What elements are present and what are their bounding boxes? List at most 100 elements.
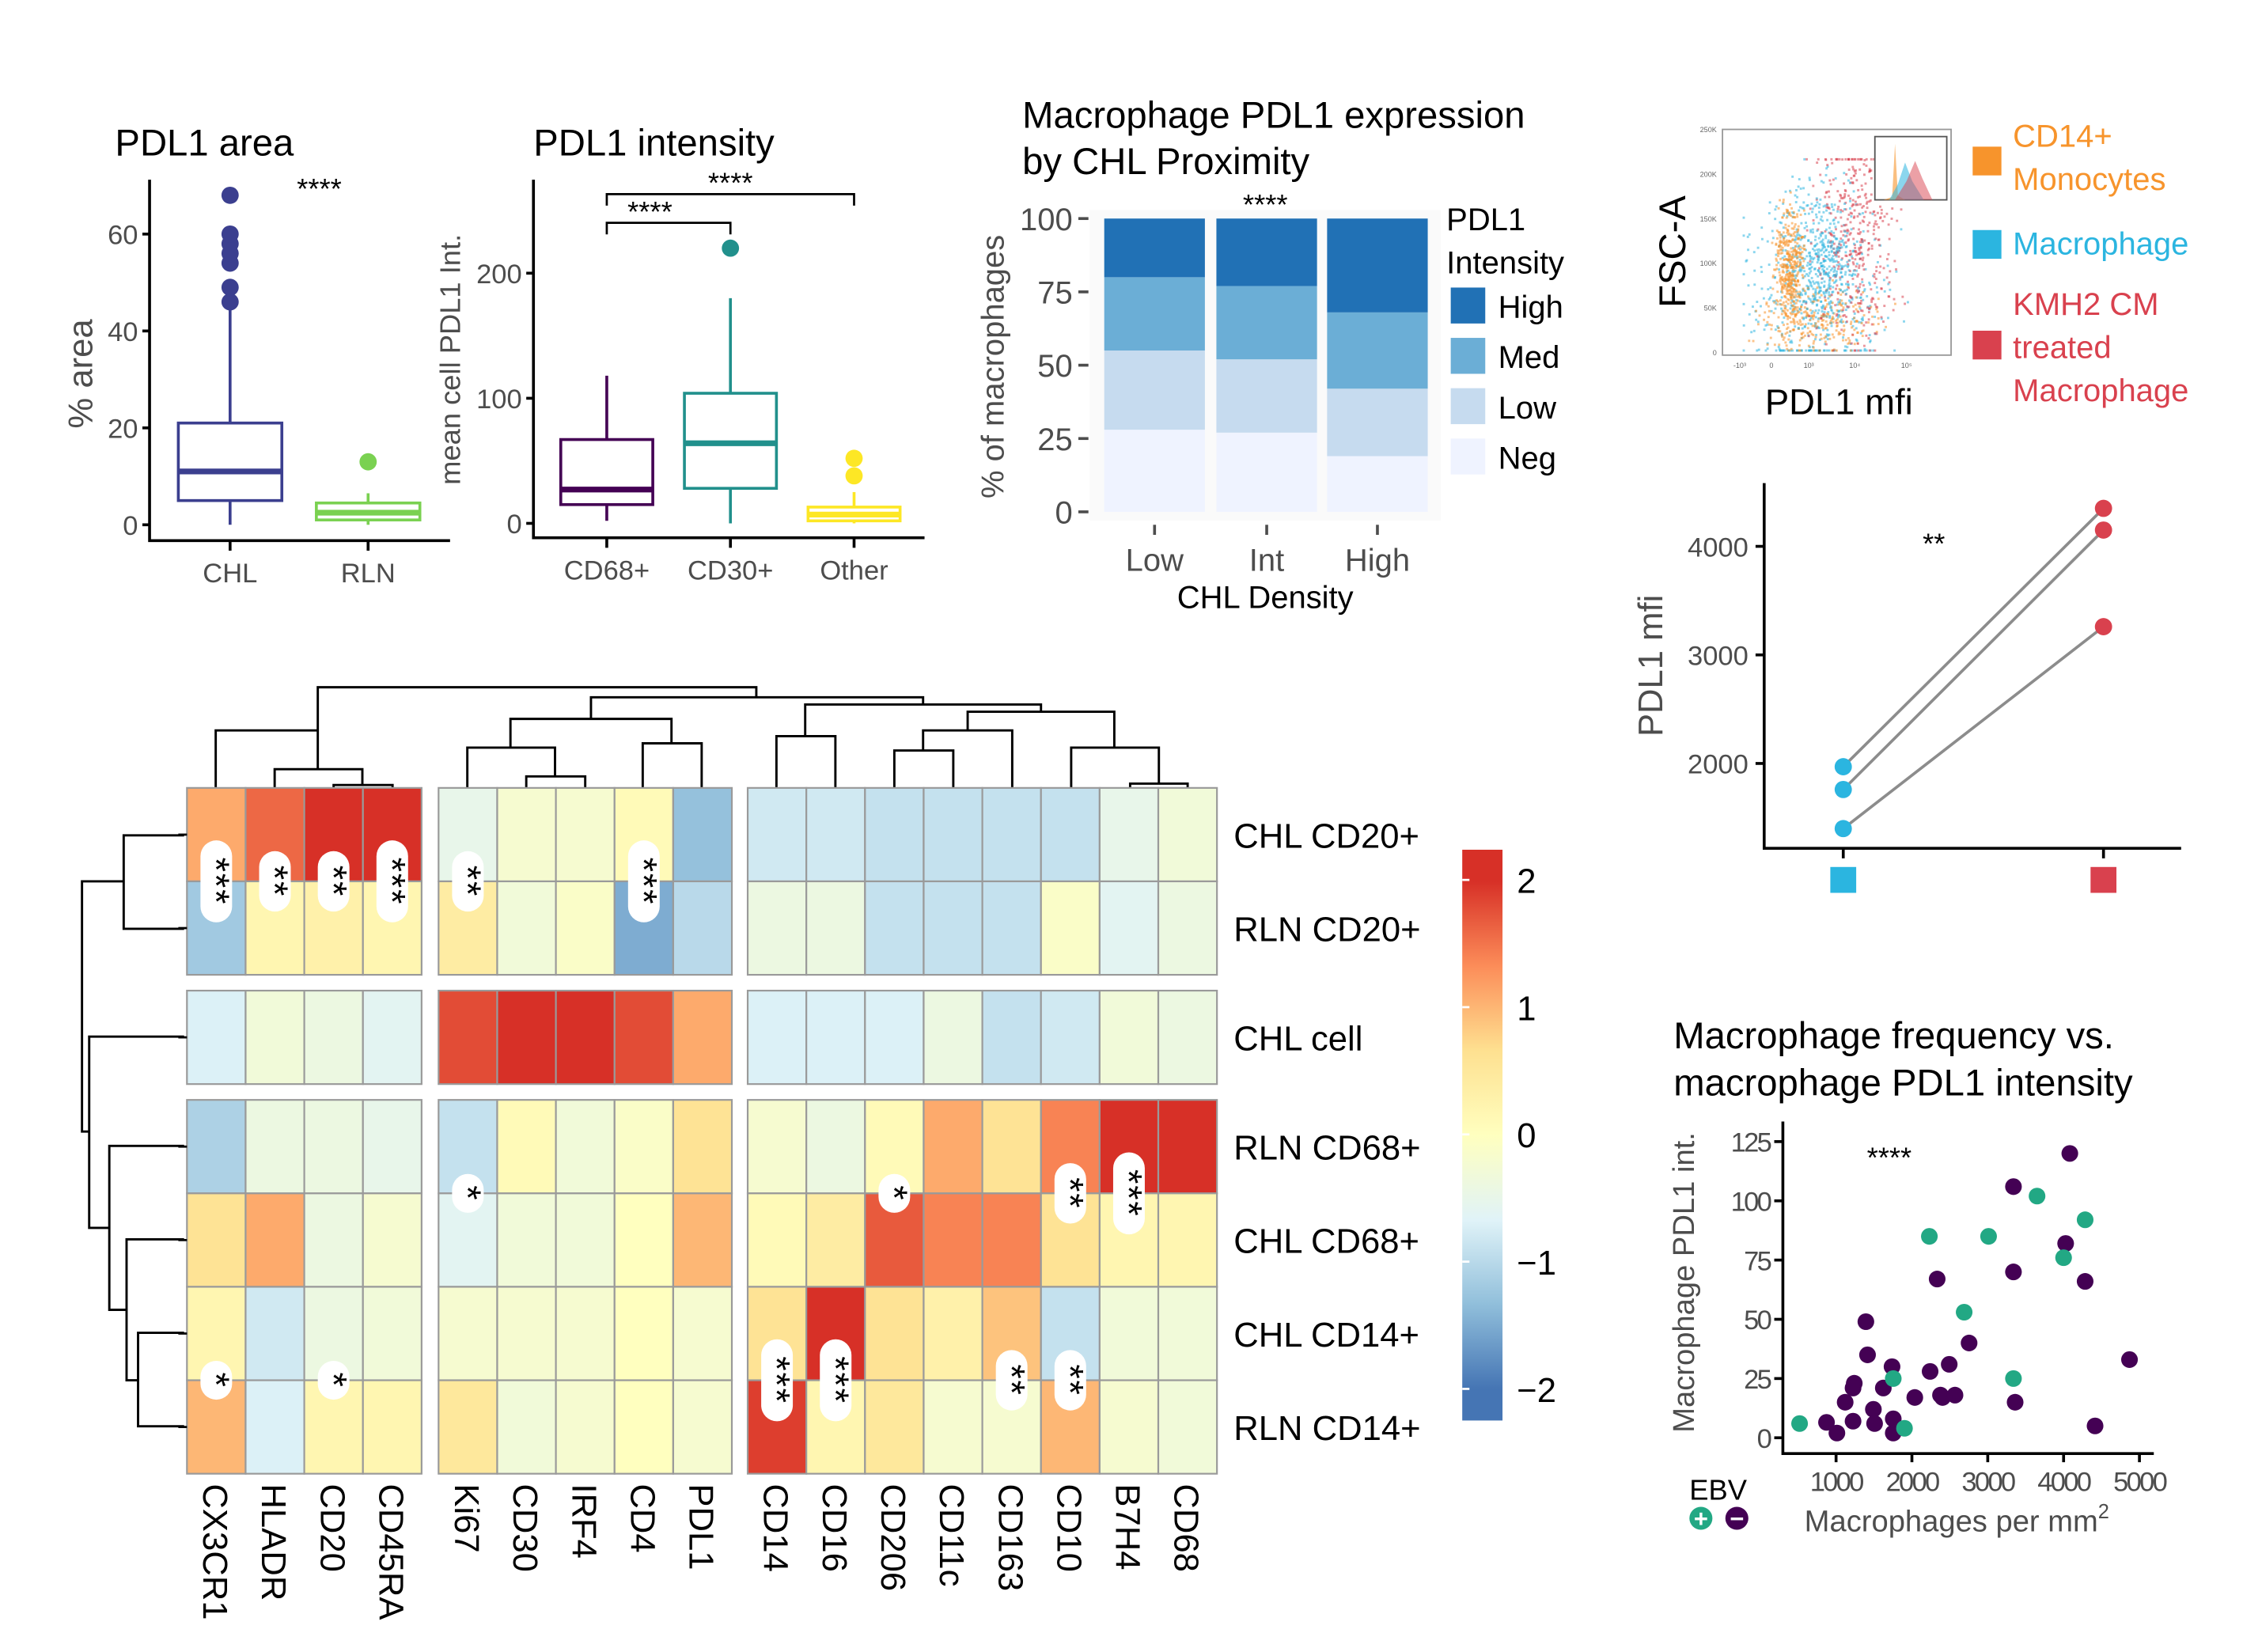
column-label: PDL1 xyxy=(682,1483,720,1570)
event-dot xyxy=(1882,320,1885,323)
event-dot xyxy=(1853,313,1856,315)
event-dot xyxy=(1796,233,1799,237)
comparison-bracket xyxy=(605,222,732,235)
event-dot xyxy=(1792,328,1795,332)
event-dot xyxy=(1811,228,1814,231)
event-dot xyxy=(1791,271,1794,274)
event-dot xyxy=(1808,346,1811,349)
event-dot xyxy=(1824,343,1828,346)
event-dot xyxy=(1789,234,1792,237)
event-dot xyxy=(1855,203,1858,206)
event-dot xyxy=(1795,230,1798,233)
event-dot xyxy=(1790,294,1793,297)
event-dot xyxy=(1781,216,1784,219)
event-dot xyxy=(1807,278,1810,282)
event-dot xyxy=(1861,281,1864,283)
y-tick-label: 20 xyxy=(108,415,138,445)
event-dot xyxy=(1828,291,1831,294)
event-dot xyxy=(1789,330,1792,333)
event-dot xyxy=(1847,337,1850,339)
point-ebv-negative xyxy=(1934,1389,1951,1406)
event-dot xyxy=(1796,213,1798,216)
event-dot xyxy=(1815,304,1818,307)
event-dot xyxy=(1873,157,1875,161)
heatmap-cell xyxy=(244,1379,305,1475)
event-dot xyxy=(1746,235,1749,238)
event-dot xyxy=(1809,242,1813,245)
event-dot xyxy=(1779,280,1782,283)
heatmap-cell xyxy=(555,880,616,976)
event-dot xyxy=(1842,309,1845,312)
event-dot xyxy=(1828,316,1832,319)
bar-segment-med xyxy=(1327,312,1428,389)
event-dot xyxy=(1843,172,1846,175)
event-dot xyxy=(1799,252,1802,255)
event-dot xyxy=(1798,349,1802,352)
event-dot xyxy=(1794,301,1798,305)
event-dot xyxy=(1766,240,1769,243)
event-dot xyxy=(1825,256,1828,258)
event-dot xyxy=(1793,296,1796,299)
event-dot xyxy=(1742,273,1745,276)
event-dot xyxy=(1828,195,1831,199)
event-dot xyxy=(1839,315,1842,318)
event-dot xyxy=(1806,332,1809,335)
event-dot xyxy=(1868,349,1871,352)
event-dot xyxy=(1838,157,1841,161)
event-dot xyxy=(1820,294,1823,297)
event-dot xyxy=(1896,219,1899,222)
y-tick-label: 60 xyxy=(108,221,138,251)
heatmap-cell xyxy=(1098,1286,1160,1381)
event-dot xyxy=(1834,176,1837,180)
point-ebv-positive xyxy=(2076,1211,2094,1229)
event-dot xyxy=(1835,255,1838,258)
event-dot xyxy=(1838,240,1841,243)
event-dot xyxy=(1837,333,1840,335)
point-ebv-negative xyxy=(1885,1410,1902,1427)
event-dot xyxy=(1791,294,1794,297)
event-dot xyxy=(1795,349,1798,352)
event-dot xyxy=(1852,227,1855,230)
event-dot xyxy=(1796,215,1799,218)
event-dot xyxy=(1817,317,1820,320)
event-dot xyxy=(1776,252,1779,255)
event-dot xyxy=(1883,215,1886,218)
heatmap-cell xyxy=(1157,786,1218,883)
heatmap-cell xyxy=(981,880,1042,976)
event-dot xyxy=(1801,316,1804,320)
event-dot xyxy=(1809,230,1813,233)
event-dot xyxy=(1864,267,1867,271)
event-dot xyxy=(1805,157,1808,161)
event-dot xyxy=(1858,213,1862,216)
event-dot xyxy=(1831,333,1834,336)
legend-swatch-neg xyxy=(1450,438,1486,475)
event-dot xyxy=(1786,241,1790,244)
event-dot xyxy=(1852,269,1855,272)
event-dot xyxy=(1833,268,1836,271)
event-dot xyxy=(1779,330,1782,333)
y-tick-label: 0 xyxy=(123,511,138,541)
event-dot xyxy=(1874,278,1877,280)
event-dot xyxy=(1790,214,1793,218)
event-dot xyxy=(1874,316,1877,318)
event-dot xyxy=(1862,290,1866,293)
event-dot xyxy=(1782,200,1785,203)
heatmap-cell xyxy=(303,989,364,1086)
event-dot xyxy=(1864,210,1867,214)
event-dot xyxy=(1805,284,1809,287)
event-dot xyxy=(1791,278,1794,282)
event-dot xyxy=(1862,298,1865,301)
event-dot xyxy=(1837,255,1840,258)
event-dot xyxy=(1805,349,1808,352)
event-dot xyxy=(1795,295,1798,298)
event-dot xyxy=(1808,271,1811,275)
event-dot xyxy=(1816,229,1819,233)
event-dot xyxy=(1857,286,1860,290)
event-dot xyxy=(1836,324,1839,328)
event-dot xyxy=(1827,206,1830,209)
event-dot xyxy=(1859,246,1862,249)
axis-lines xyxy=(1781,1121,2154,1456)
event-dot xyxy=(1849,349,1852,352)
